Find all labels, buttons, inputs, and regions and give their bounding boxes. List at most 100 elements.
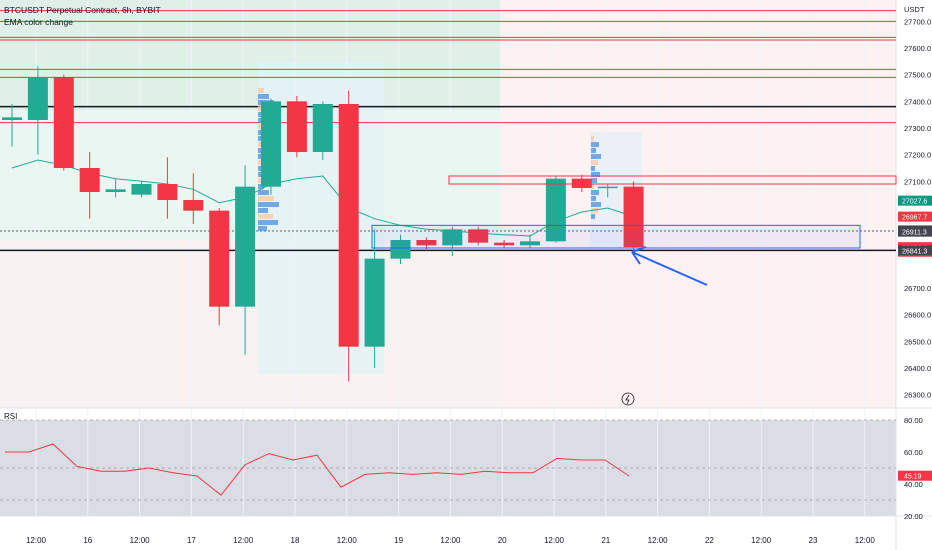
time-tick-label: 22: [705, 536, 714, 545]
candle-body[interactable]: [364, 258, 385, 347]
time-tick-label: 12:00: [440, 536, 461, 545]
price-tag: [898, 226, 932, 237]
time-tick-label: 12:00: [855, 536, 876, 545]
currency-label: USDT: [904, 5, 925, 14]
candle-body[interactable]: [338, 104, 359, 347]
candle-body[interactable]: [286, 101, 307, 152]
rsi-tick-label: 80.00: [904, 416, 923, 425]
candle-body[interactable]: [494, 242, 515, 246]
candle-body[interactable]: [27, 77, 48, 120]
lightning-icon[interactable]: [621, 392, 635, 406]
candle-body[interactable]: [597, 186, 618, 189]
volume-profile-bar: [591, 178, 597, 183]
volume-profile-bar: [591, 166, 595, 171]
rsi-line: [5, 443, 630, 496]
price-tag: [898, 245, 932, 256]
candle-body[interactable]: [235, 186, 256, 307]
candle-body[interactable]: [105, 189, 126, 192]
rsi-tick-label: 20.00: [904, 512, 923, 521]
volume-profile-bar: [258, 226, 267, 231]
price-tag-label: 26967.7: [902, 215, 927, 222]
time-tick-label: 12:00: [130, 536, 151, 545]
price-tick-label: 27200.0: [904, 151, 931, 160]
time-axis[interactable]: 12:00 16 12:00 17 12:00 18 12:00 19 12:00 20 12:00…: [26, 536, 875, 545]
volume-profile-bar: [591, 190, 599, 195]
price-tag-label: 26911.3: [902, 230, 927, 237]
volume-profile-bar: [591, 142, 599, 147]
price-tag: [898, 211, 932, 222]
volume-profile-bar: [591, 202, 601, 207]
time-tick-label: 18: [291, 536, 300, 545]
red-zone-box[interactable]: [448, 175, 897, 185]
price-tick-label: 26400.0: [904, 364, 931, 373]
candle-body[interactable]: [261, 101, 281, 187]
lightning-glyph: [625, 394, 630, 405]
price-tick-label: 27100.0: [904, 177, 931, 186]
rsi-tick-label: 40.00: [904, 480, 923, 489]
time-tick-label: 12:00: [233, 536, 254, 545]
candle-body[interactable]: [312, 104, 333, 152]
candle-body[interactable]: [2, 117, 22, 120]
volume-profile-bar: [258, 220, 278, 225]
price-tick-label: 27600.0: [904, 44, 931, 53]
candle-body[interactable]: [157, 184, 178, 200]
volume-profile-bar: [258, 202, 279, 207]
volume-profile-bar: [591, 214, 595, 219]
arrow-line[interactable]: [631, 251, 708, 286]
time-tick-label: 19: [394, 536, 403, 545]
candle-body[interactable]: [416, 240, 437, 246]
arrow-head-icon: [631, 246, 647, 265]
rsi-pane[interactable]: 80.00 60.00 40.00 20.00 45.19: [0, 416, 932, 521]
blue-zone-box[interactable]: [371, 224, 861, 249]
price-tag-label: 27027.6: [902, 199, 927, 206]
candle-body[interactable]: [520, 241, 540, 246]
volume-profile-bar: [258, 190, 269, 195]
candle-body[interactable]: [571, 178, 592, 188]
volume-profile-bar: [258, 88, 264, 93]
price-axis[interactable]: USDT 27700.0 27600.0 27500.0 27400.0 27300.0 2…: [898, 5, 932, 400]
volume-profile-bar: [591, 172, 600, 177]
bg-zone-top: [0, 0, 500, 110]
time-tick-label: 12:00: [337, 536, 358, 545]
candle-body[interactable]: [183, 200, 204, 211]
volume-profile-bar: [258, 94, 269, 99]
candle-body[interactable]: [79, 168, 100, 192]
volume-profile-bar: [591, 160, 598, 165]
time-tick-label: 23: [809, 536, 818, 545]
volume-profile-bar: [591, 184, 594, 189]
candle-body[interactable]: [131, 184, 152, 195]
rsi-tick-label: 60.00: [904, 448, 923, 457]
price-tick-label: 27300.0: [904, 124, 931, 133]
time-tick-label: 20: [498, 536, 507, 545]
time-tick-label: 12:00: [26, 536, 47, 545]
symbol-title: BTCUSDT Perpetual Contract, 6h, BYBIT: [4, 5, 161, 15]
price-tag: [898, 195, 932, 206]
price-tick-label: 26600.0: [904, 311, 931, 320]
price-tick-label: 27500.0: [904, 71, 931, 80]
volume-profile-bar: [258, 196, 274, 201]
indicator-label: EMA color change: [4, 17, 73, 27]
candle-body[interactable]: [442, 229, 463, 246]
time-tick-label: 17: [187, 536, 196, 545]
price-tag-label: 26841.3: [902, 248, 927, 255]
candle-body[interactable]: [390, 240, 411, 259]
candle-body[interactable]: [468, 229, 489, 243]
candle-body[interactable]: [209, 210, 230, 307]
price-tick-label: 27400.0: [904, 97, 931, 106]
volume-profile-bar: [258, 214, 273, 219]
candle-body[interactable]: [623, 186, 644, 248]
volume-profile-bar: [591, 196, 596, 201]
time-tick-label: 12:00: [751, 536, 772, 545]
drawings[interactable]: [371, 175, 897, 406]
time-tick-label: 12:00: [648, 536, 669, 545]
candles[interactable]: [2, 66, 644, 382]
rsi-label: RSI: [4, 412, 18, 421]
volume-profile-bar: [258, 208, 268, 213]
volume-profile-bar: [591, 148, 596, 153]
candle-body[interactable]: [53, 77, 74, 168]
time-tick-label: 12:00: [544, 536, 565, 545]
price-tick-label: 27700.0: [904, 17, 931, 26]
time-tick-label: 16: [83, 536, 92, 545]
